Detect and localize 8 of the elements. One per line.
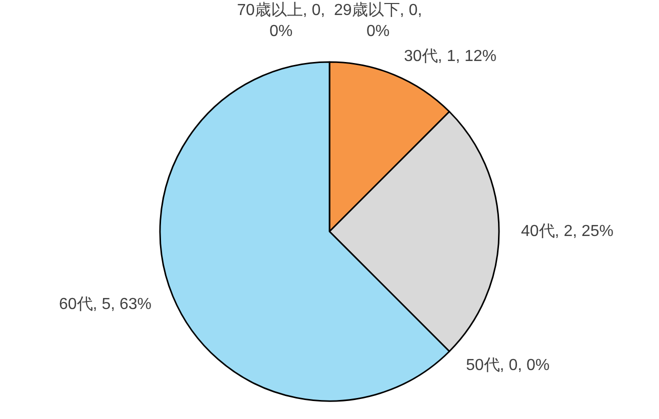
slice-label: 30代, 1, 12%: [404, 48, 496, 65]
category-label: 70歳以上, 0,: [237, 2, 326, 19]
category-label: 50代, 0, 0%: [466, 357, 550, 374]
text: 0%: [366, 22, 390, 40]
slice-label: 40代, 2, 25%: [521, 223, 614, 240]
slice-label: 60代, 5, 63%: [59, 296, 152, 313]
text: 0%: [269, 22, 293, 40]
category-label: 29歳以下, 0,: [334, 2, 422, 19]
